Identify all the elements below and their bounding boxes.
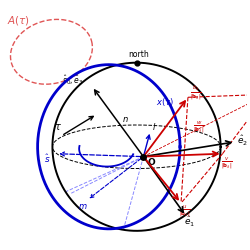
Text: m: m [79, 201, 87, 210]
Text: $\frac{b_\lambda}{|\mathbf{b}_\lambda|}$: $\frac{b_\lambda}{|\mathbf{b}_\lambda|}$ [190, 82, 202, 101]
Text: $x(\tau)$: $x(\tau)$ [156, 96, 174, 108]
Text: $\frac{w}{|\mathbf{b}_\lambda|}$: $\frac{w}{|\mathbf{b}_\lambda|}$ [194, 119, 205, 135]
Text: $A(\tau)$: $A(\tau)$ [7, 14, 30, 26]
Text: $\frac{v}{|\mathbf{b}_\lambda|}$: $\frac{v}{|\mathbf{b}_\lambda|}$ [220, 155, 232, 171]
Text: O: O [148, 157, 155, 166]
Text: $\tau$: $\tau$ [54, 122, 62, 132]
Text: n: n [123, 114, 128, 124]
Text: $\hat{e}_1$: $\hat{e}_1$ [184, 214, 195, 228]
Text: l: l [152, 122, 155, 132]
Text: $\frac{u}{|\mathbf{b}_\lambda|}$: $\frac{u}{|\mathbf{b}_\lambda|}$ [179, 203, 191, 220]
Text: $\hat{s}$: $\hat{s}$ [44, 151, 50, 164]
Text: $\hat{e}_2$: $\hat{e}_2$ [238, 134, 248, 148]
Text: north: north [128, 50, 149, 58]
Text: $\hat{s}_0, \hat{e}_3$: $\hat{s}_0, \hat{e}_3$ [62, 73, 84, 86]
